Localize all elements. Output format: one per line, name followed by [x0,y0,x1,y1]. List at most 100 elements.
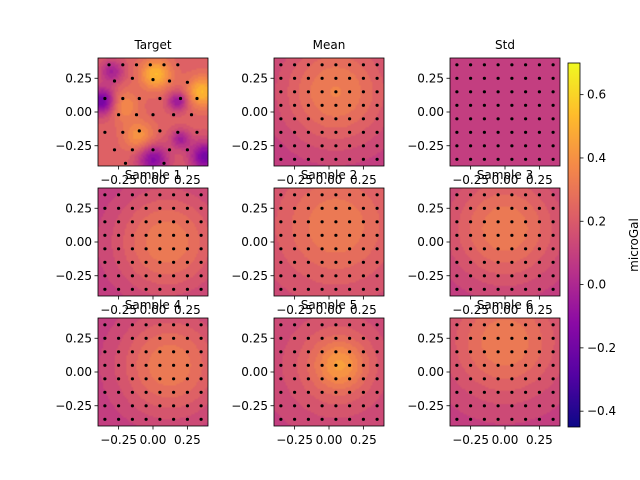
sensor-point [455,247,459,251]
sensor-point [117,193,121,197]
sensor-point [455,103,459,107]
sensor-point [306,103,310,107]
sensor-point [334,363,338,367]
sensor-point [279,144,283,148]
sensor-point [306,363,310,367]
sensor-point [144,193,148,197]
sensor-point [158,323,162,327]
sensor-point [306,117,310,121]
sensor-point [524,233,528,237]
sensor-point [375,363,379,367]
sensor-point [172,323,176,327]
y-tick-label: −0.25 [55,139,92,153]
sensor-point [361,103,365,107]
sensor-point [320,323,324,327]
sensor-point [293,404,297,408]
colorbar: 0.6 0.4 0.2 0.0 −0.2 −0.4 microGal [567,62,640,428]
sensor-point [334,220,338,224]
sensor-point [293,350,297,354]
heatmap-surface [98,188,208,296]
sensor-point [172,233,176,237]
sensor-point [348,336,352,340]
sensor-point [144,323,148,327]
y-tick-label: 0.00 [241,365,268,379]
sensor-point [375,336,379,340]
sensor-point [172,377,176,381]
sensor-point [320,417,324,421]
sensor-point [348,233,352,237]
sensor-point [537,323,542,327]
sensor-point [469,233,473,237]
sensor-point [524,90,528,94]
sensor-point [482,130,486,134]
sensor-point [455,260,459,264]
sensor-point [117,220,121,224]
sensor-point [306,247,310,251]
sensor-point [348,130,352,134]
sensor-point [320,206,324,210]
sensor-point [496,130,500,134]
sensor-point [496,103,500,107]
sensor-point [185,220,189,224]
colorbar-tick-label: −0.2 [587,341,616,355]
sensor-point [361,363,365,367]
sensor-point [537,63,542,67]
sensor-point [293,206,297,210]
sensor-point [375,377,379,381]
sensor-point [293,287,297,291]
sensor-point [348,206,352,210]
sensor-point [199,363,203,367]
sensor-point [334,157,338,161]
colorbar-tick-label: 0.0 [587,278,606,292]
sensor-point [306,417,310,421]
sensor-point [103,377,107,381]
sensor-point [334,350,338,354]
sensor-point [199,220,203,224]
sensor-point [279,287,283,291]
sensor-point [469,287,473,291]
sensor-point [144,220,148,224]
sensor-point [185,350,189,354]
sensor-point [117,323,121,327]
sensor-point [199,193,203,197]
subplot-title: Sample 4 [125,298,181,312]
sensor-point [172,260,176,264]
sensor-point [455,157,459,161]
sensor-point [361,76,365,80]
sensor-point [158,220,162,224]
sensor-point [199,390,203,394]
sensor-point [130,76,134,80]
x-tick-label: −0.25 [276,303,313,317]
sensor-point [524,157,528,161]
sensor-point [199,287,203,291]
sensor-point [306,144,310,148]
colorbar-tick-label: 0.4 [587,151,606,165]
sensor-point [195,130,199,134]
sensor-point [361,323,365,327]
sensor-point [496,390,500,394]
sensor-point [144,260,148,264]
sensor-point [334,287,338,291]
heatmap-surface [274,58,384,166]
sensor-point [348,363,352,367]
y-tick-label: −0.25 [231,399,268,413]
sensor-point [112,79,117,83]
sensor-point [130,336,134,340]
sensor-point [185,233,189,237]
x-tick-label: −0.25 [100,433,137,447]
sensor-point [158,96,162,101]
sensor-point [130,404,134,408]
y-tick-label: 0.25 [241,331,268,345]
sensor-point [537,350,542,354]
sensor-point [469,350,473,354]
sensor-point [123,161,128,165]
sensor-point [158,336,162,340]
sensor-point [293,377,297,381]
subplot-title: Sample 5 [301,298,357,312]
sensor-point [537,247,542,251]
sensor-point [348,103,352,107]
sensor-point [176,130,180,134]
y-tick-label: 0.25 [241,71,268,85]
sensor-point [279,247,283,251]
